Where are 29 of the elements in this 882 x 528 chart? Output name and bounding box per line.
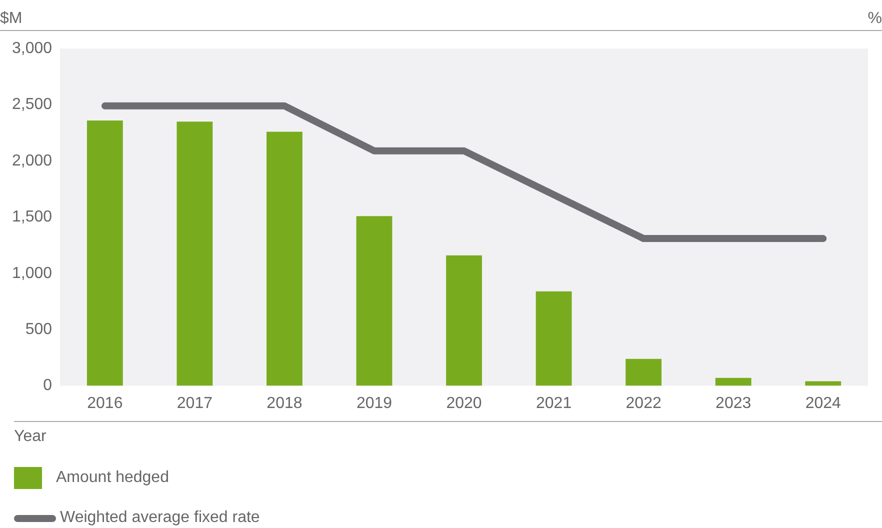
- bar: [626, 358, 662, 386]
- y2-axis-title: %: [868, 10, 882, 28]
- y-tick-label: 3,000: [12, 40, 52, 58]
- x-tick-label: 2017: [176, 394, 213, 412]
- y-tick-label: 2,000: [12, 152, 52, 170]
- x-tick-label: 2023: [716, 394, 752, 412]
- bar: [715, 378, 752, 386]
- y-tick-label: 500: [25, 321, 52, 338]
- x-axis-title: Year: [14, 421, 882, 458]
- bar: [176, 122, 213, 386]
- x-tick-label: 2021: [536, 394, 572, 412]
- y-axis-title: $M: [0, 10, 22, 28]
- y-tick-label: 1,000: [12, 264, 52, 282]
- y-tick-label: 1,500: [12, 208, 52, 226]
- x-tick-label: 2022: [626, 394, 662, 412]
- bar: [356, 216, 392, 386]
- x-tick-label: 2020: [446, 394, 482, 412]
- y-tick-label: 2,500: [12, 96, 52, 114]
- bar: [446, 255, 482, 386]
- bar: [86, 120, 123, 386]
- legend-label: Weighted average fixed rate: [60, 509, 260, 527]
- legend-label: Amount hedged: [56, 469, 169, 487]
- x-tick-label: 2024: [805, 394, 842, 412]
- x-tick-label: 2016: [87, 394, 123, 412]
- bar: [266, 132, 302, 386]
- x-tick-label: 2019: [356, 394, 392, 412]
- y-tick-label: 0: [43, 377, 52, 394]
- x-tick-label: 2018: [266, 394, 302, 412]
- bar: [536, 291, 572, 386]
